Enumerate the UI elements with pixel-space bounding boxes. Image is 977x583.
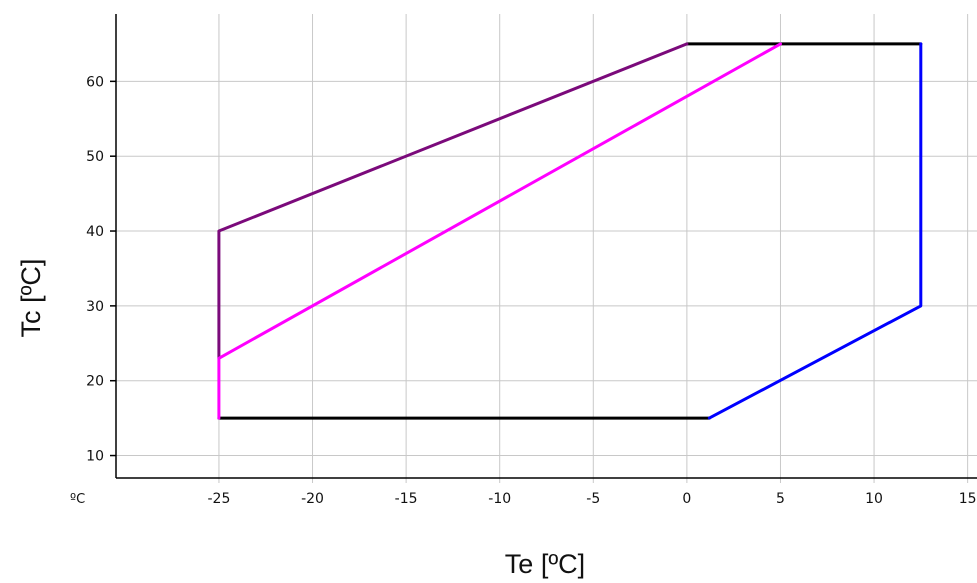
x-tick-labels: -25 -20 -15 -10 -5 0 5 10 15 bbox=[208, 491, 977, 507]
series-line-5 bbox=[217, 42, 782, 420]
y-tick-labels: 10 20 30 40 50 60 bbox=[86, 74, 104, 464]
x-tick-label: 0 bbox=[682, 491, 691, 507]
axes-layer bbox=[110, 14, 977, 479]
x-tick-label: -15 bbox=[395, 491, 418, 507]
y-tick-label: 30 bbox=[86, 299, 104, 315]
x-tick-label: 5 bbox=[776, 491, 785, 507]
y-tick-label: 10 bbox=[86, 449, 104, 465]
y-axis-title: Tc [ºC] bbox=[16, 259, 46, 338]
x-tick-label: 15 bbox=[959, 491, 977, 507]
x-tick-label: -5 bbox=[586, 491, 600, 507]
y-tick-label: 60 bbox=[86, 74, 104, 90]
y-tick-label: 20 bbox=[86, 374, 104, 390]
x-tick-label: -25 bbox=[208, 491, 231, 507]
series-line-3 bbox=[707, 42, 923, 420]
y-tick-label: 50 bbox=[86, 149, 104, 165]
x-tick-label: -10 bbox=[488, 491, 511, 507]
x-axis-title: Te [ºC] bbox=[505, 549, 585, 579]
x-tick-label: 10 bbox=[865, 491, 883, 507]
series-line-4 bbox=[217, 42, 689, 360]
corner-unit-label: ºC bbox=[70, 492, 85, 507]
series-layer bbox=[217, 42, 923, 420]
x-tick-label: -20 bbox=[301, 491, 324, 507]
grid-layer bbox=[110, 14, 977, 483]
y-tick-label: 40 bbox=[86, 224, 104, 240]
